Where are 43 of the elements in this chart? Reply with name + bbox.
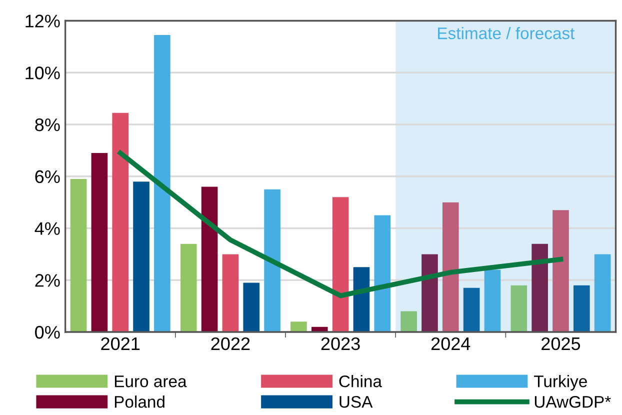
bar (484, 270, 501, 332)
bar (374, 215, 391, 332)
bar (400, 311, 417, 332)
x-tick-label: 2024 (431, 337, 470, 350)
bar (332, 197, 349, 332)
line-series (118, 150, 564, 298)
bar (70, 178, 87, 332)
bar (91, 153, 108, 332)
legend-label: UAwGDP* (534, 396, 611, 408)
bar (154, 35, 170, 332)
bar (133, 182, 150, 332)
bar (422, 254, 438, 332)
bar (442, 202, 459, 332)
x-tick-label: 2025 (542, 337, 580, 350)
bar (243, 282, 260, 332)
bar (290, 322, 307, 332)
legend-label: Poland (114, 396, 164, 408)
bar (201, 186, 218, 332)
bar (573, 285, 590, 332)
y-tick-label: 2% (35, 274, 60, 287)
y-tick-label: 6% (35, 170, 60, 184)
legend-label: Euro area (114, 376, 187, 388)
y-tick-label: 12% (26, 14, 60, 28)
bar (510, 285, 528, 332)
bar (180, 244, 197, 332)
x-tick-label: 2023 (321, 337, 360, 350)
y-tick-label: 4% (34, 222, 60, 235)
legend-label: China (339, 375, 382, 388)
band-label: Estimate / forecast (438, 26, 575, 40)
y-tick-label: 10% (26, 66, 60, 80)
y-tick-label: 0% (35, 326, 60, 339)
legend-label: Turkiye (534, 375, 587, 391)
bar (594, 254, 611, 332)
bar (552, 210, 569, 332)
bar (463, 288, 480, 332)
x-tick-label: 2021 (101, 337, 140, 350)
bar (112, 112, 129, 332)
bar (532, 244, 548, 332)
bar (264, 189, 280, 332)
y-tick-label: 8% (35, 118, 60, 132)
legend-label: USA (340, 396, 373, 408)
bar (222, 254, 239, 332)
x-tick-label: 2022 (211, 337, 250, 350)
